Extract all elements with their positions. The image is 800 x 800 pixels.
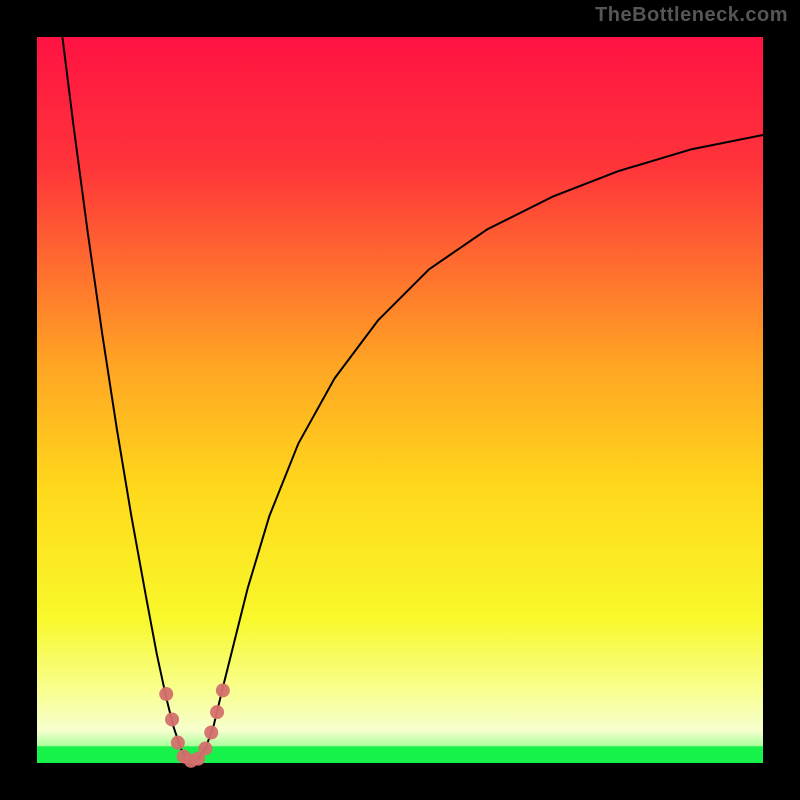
scatter-point — [171, 736, 184, 749]
scatter-point — [160, 688, 173, 701]
gradient-plot-background — [37, 37, 763, 763]
scatter-point — [216, 684, 229, 697]
scatter-point — [211, 706, 224, 719]
scatter-point — [166, 713, 179, 726]
watermark-text: TheBottleneck.com — [595, 4, 788, 27]
bottleneck-curve-chart — [0, 0, 800, 800]
chart-root: TheBottleneck.com — [0, 0, 800, 800]
scatter-point — [199, 742, 212, 755]
scatter-point — [205, 726, 218, 739]
bottom-green-band — [37, 746, 763, 763]
